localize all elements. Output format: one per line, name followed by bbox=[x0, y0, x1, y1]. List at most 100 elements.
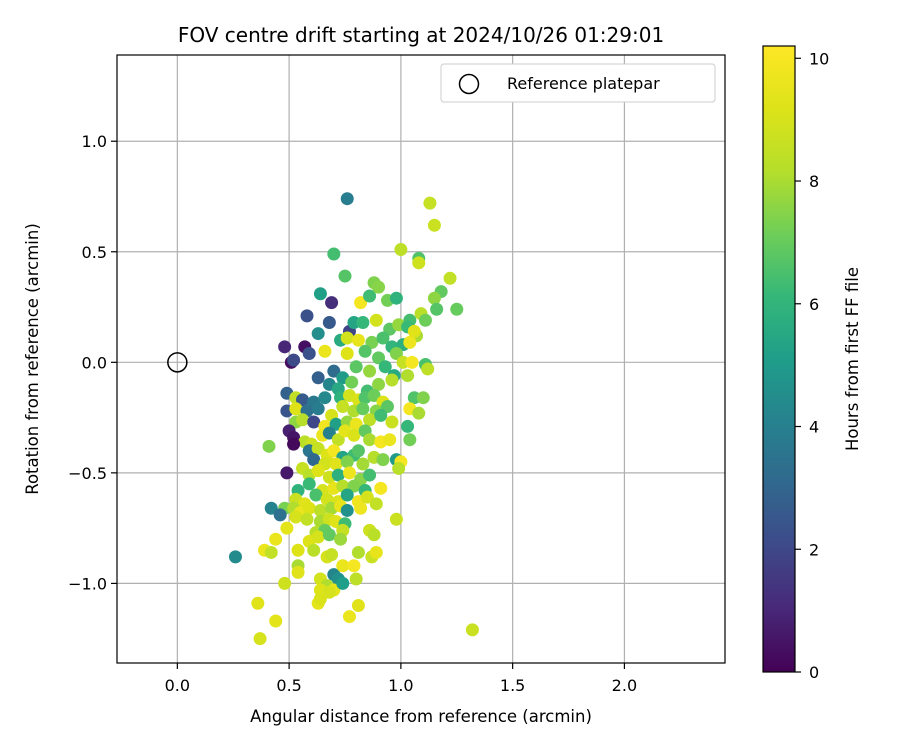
colorbar: 0 2 4 6 8 10 Hours from first FF file bbox=[762, 45, 862, 682]
data-point bbox=[253, 632, 267, 646]
data-point bbox=[307, 415, 321, 429]
data-point bbox=[342, 610, 356, 624]
data-point bbox=[356, 316, 370, 330]
colorbar-tick-label: 10 bbox=[809, 49, 829, 68]
data-point bbox=[331, 468, 345, 482]
colorbar-tick-label: 2 bbox=[809, 540, 819, 559]
data-point bbox=[313, 287, 327, 301]
data-point bbox=[336, 559, 350, 573]
x-tick-label: 0.5 bbox=[276, 676, 301, 695]
legend: Reference platepar bbox=[440, 63, 716, 103]
data-point bbox=[273, 508, 287, 522]
reference-marker bbox=[167, 352, 188, 373]
data-point bbox=[450, 302, 464, 316]
data-point bbox=[427, 291, 441, 305]
colorbar-tick-label: 8 bbox=[809, 172, 819, 191]
data-point bbox=[465, 623, 479, 637]
data-point bbox=[369, 313, 383, 327]
colorbar-label: Hours from first FF file bbox=[843, 267, 862, 451]
data-point bbox=[278, 576, 292, 590]
data-point bbox=[421, 362, 435, 376]
data-point bbox=[418, 313, 432, 327]
data-point bbox=[318, 391, 332, 405]
data-point bbox=[385, 415, 399, 429]
colorbar-tick-label: 6 bbox=[809, 295, 819, 314]
data-point bbox=[389, 291, 403, 305]
data-point bbox=[302, 346, 316, 360]
data-point bbox=[287, 353, 301, 367]
data-point bbox=[291, 565, 305, 579]
data-point bbox=[340, 192, 354, 206]
data-point bbox=[385, 373, 399, 387]
x-axis-ticks: 0.0 0.5 1.0 1.5 2.0 bbox=[165, 663, 637, 695]
data-point bbox=[309, 488, 323, 502]
data-point bbox=[280, 466, 294, 480]
data-point bbox=[322, 585, 336, 599]
data-point bbox=[311, 442, 325, 456]
data-point bbox=[349, 572, 363, 586]
data-point bbox=[356, 402, 370, 416]
data-point bbox=[443, 271, 457, 285]
reference-point bbox=[167, 352, 188, 373]
data-point bbox=[322, 316, 336, 330]
x-tick-label: 1.0 bbox=[388, 676, 413, 695]
data-point bbox=[367, 528, 381, 542]
data-point bbox=[307, 453, 321, 467]
data-point bbox=[367, 388, 381, 402]
data-point bbox=[322, 426, 336, 440]
data-point bbox=[405, 355, 419, 369]
grid-lines bbox=[117, 55, 725, 663]
data-point bbox=[427, 218, 441, 232]
data-point bbox=[327, 364, 341, 378]
data-point bbox=[365, 335, 379, 349]
data-point bbox=[322, 528, 336, 542]
data-point bbox=[347, 559, 361, 573]
data-point bbox=[363, 364, 377, 378]
data-point bbox=[313, 503, 327, 517]
data-point bbox=[347, 428, 361, 442]
colorbar-tick-label: 4 bbox=[809, 418, 819, 437]
data-point bbox=[374, 481, 388, 495]
legend-box bbox=[440, 63, 716, 103]
data-point bbox=[300, 309, 314, 323]
data-point bbox=[311, 530, 325, 544]
data-point bbox=[280, 521, 294, 535]
y-axis-ticks: −1.0 −0.5 0.0 0.5 1.0 bbox=[68, 132, 117, 593]
data-point bbox=[347, 316, 361, 330]
y-tick-label: −0.5 bbox=[68, 464, 107, 483]
data-point bbox=[340, 503, 354, 517]
data-point bbox=[291, 543, 305, 557]
data-point bbox=[351, 599, 365, 613]
y-tick-label: 0.0 bbox=[82, 353, 107, 372]
legend-circle-icon bbox=[458, 73, 480, 95]
data-point bbox=[289, 510, 303, 524]
data-point bbox=[354, 296, 368, 310]
data-point bbox=[311, 402, 325, 416]
data-point bbox=[300, 512, 314, 526]
data-point bbox=[401, 369, 415, 383]
data-point bbox=[334, 532, 348, 546]
legend-label: Reference platepar bbox=[507, 74, 660, 93]
data-points bbox=[228, 192, 479, 646]
data-point bbox=[392, 461, 406, 475]
data-point bbox=[407, 391, 421, 405]
data-point bbox=[269, 614, 283, 628]
data-point bbox=[407, 324, 421, 338]
data-point bbox=[340, 455, 354, 469]
data-point bbox=[302, 477, 316, 491]
data-point bbox=[363, 289, 377, 303]
data-point bbox=[251, 596, 265, 610]
data-point bbox=[311, 371, 325, 385]
data-point bbox=[356, 457, 370, 471]
data-point bbox=[401, 419, 415, 433]
data-point bbox=[340, 346, 354, 360]
data-point bbox=[313, 592, 327, 606]
data-point bbox=[329, 457, 343, 471]
data-point bbox=[331, 433, 345, 447]
x-tick-label: 0.0 bbox=[165, 676, 190, 695]
data-point bbox=[325, 548, 339, 562]
data-point bbox=[287, 437, 301, 451]
data-point bbox=[358, 344, 372, 358]
data-point bbox=[318, 344, 332, 358]
